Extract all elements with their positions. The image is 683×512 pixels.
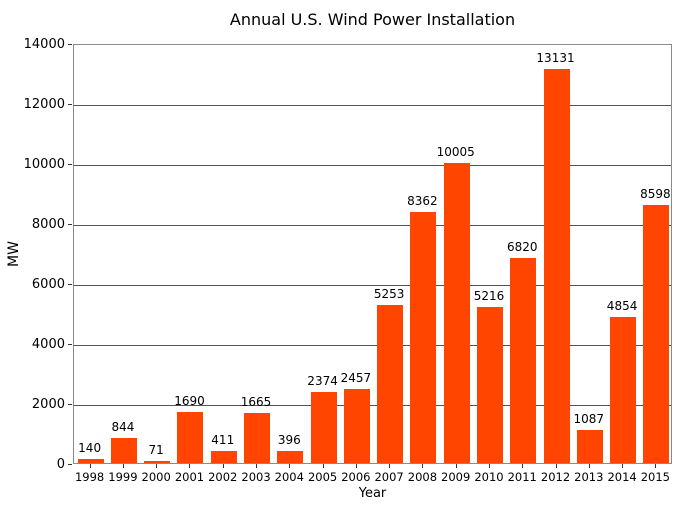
x-tick-label: 2007 [374,470,404,484]
bar-value-label: 2457 [340,371,372,386]
bar [210,450,237,463]
x-tick-label: 2010 [474,470,504,484]
gridline [74,405,671,406]
gridline [74,105,671,106]
plot-area [73,44,672,464]
bar [610,317,637,463]
x-tick-label: 2003 [241,470,271,484]
x-axis-label: Year [358,486,387,501]
x-tick-label: 2006 [341,470,371,484]
bar-value-label: 5253 [373,287,405,302]
tick-mark [156,464,158,468]
bar-value-label: 8598 [640,187,671,202]
chart-title: Annual U.S. Wind Power Installation [229,10,516,29]
tick-mark [289,464,291,468]
bar [244,413,270,463]
bar-value-label: 10005 [436,144,475,159]
bar [144,460,171,463]
bar-value-label: 8362 [407,194,438,209]
y-tick-label: 12000 [23,96,65,112]
x-tick-label: 2009 [441,470,471,484]
bar [510,258,537,463]
x-tick-label: 1999 [108,470,138,484]
bar-value-label: 5216 [473,288,505,303]
tick-mark [89,464,91,468]
gridline [74,225,671,226]
x-tick-label: 1998 [74,470,105,484]
bar-value-label: 4854 [606,299,638,314]
tick-mark [189,464,191,468]
tick-mark [122,464,124,468]
x-tick-label: 2001 [174,470,205,484]
bar [343,389,370,463]
bar [310,391,337,463]
gridline [74,345,671,346]
tick-mark [355,464,357,468]
bar [177,412,204,463]
x-tick-label: 2015 [640,470,670,484]
bar [377,305,404,463]
bar-value-label: 140 [78,440,102,455]
y-axis-label: MW [6,241,22,267]
tick-mark [68,284,72,285]
x-tick-label: 2013 [574,470,604,484]
bar [77,458,104,463]
bar-value-label: 1665 [240,395,272,410]
bar-value-label: 396 [277,433,301,448]
bar [110,437,137,463]
tick-mark [68,404,72,405]
y-tick-label: 10000 [23,156,65,172]
bar [410,212,437,463]
tick-mark [68,44,72,45]
bar-value-label: 2374 [307,373,338,388]
bar [476,306,503,463]
bar [443,162,470,463]
x-tick-label: 2011 [507,470,537,484]
bar [643,205,670,463]
tick-mark [222,464,224,468]
bar [543,69,570,463]
tick-mark [622,464,624,468]
x-tick-label: 2005 [307,470,338,484]
gridline [74,285,671,286]
x-tick-label: 2008 [407,470,438,484]
bar-value-label: 1087 [573,412,605,427]
bar [576,430,603,463]
y-tick-label: 8000 [31,216,65,232]
tick-mark [68,344,72,345]
x-tick-label: 2000 [141,470,171,484]
y-tick-label: 6000 [31,276,65,292]
y-tick-label: 4000 [31,336,65,352]
tick-mark [256,464,258,468]
x-tick-label: 2002 [208,470,238,484]
y-tick-label: 2000 [31,396,65,412]
y-tick-label: 14000 [23,36,65,52]
tick-mark [68,104,72,105]
tick-mark [68,164,72,165]
tick-mark [389,464,391,468]
bar-value-label: 71 [148,442,164,457]
tick-mark [68,224,72,225]
tick-mark [488,464,490,468]
tick-mark [655,464,657,468]
tick-mark [522,464,524,468]
tick-mark [455,464,457,468]
bar-value-label: 1690 [174,394,205,409]
tick-mark [68,464,72,465]
tick-mark [555,464,557,468]
x-tick-label: 2014 [607,470,637,484]
tick-mark [422,464,424,468]
gridline [74,165,671,166]
bar-value-label: 411 [211,432,235,447]
bar-value-label: 6820 [506,240,538,255]
bar [277,451,304,463]
bar-value-label: 844 [111,419,135,434]
tick-mark [322,464,324,468]
x-tick-label: 2004 [274,470,304,484]
y-tick-label: 0 [56,456,65,472]
x-tick-label: 2012 [540,470,571,484]
bar-value-label: 13131 [536,51,575,66]
tick-mark [588,464,590,468]
